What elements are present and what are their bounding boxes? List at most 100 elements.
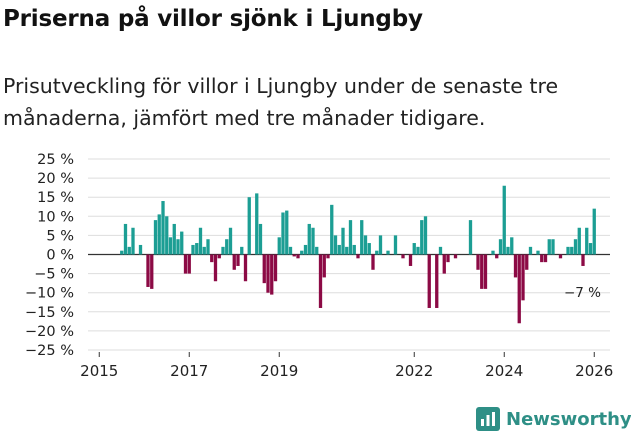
bar — [330, 204, 334, 255]
bar — [363, 235, 368, 255]
y-tick-label: −20 % — [25, 324, 74, 340]
bar — [386, 250, 390, 255]
bar — [345, 246, 349, 255]
bar — [525, 254, 529, 270]
bar — [127, 246, 131, 255]
bar — [123, 223, 128, 255]
bar — [352, 244, 356, 255]
bar — [270, 254, 274, 295]
bar — [176, 239, 180, 255]
bar — [318, 254, 323, 308]
bar — [292, 254, 296, 257]
bar — [476, 254, 480, 270]
bar — [277, 237, 281, 255]
bar — [333, 235, 338, 255]
y-axis-tick-labels: 25 % 20 % 15 % 10 % 5 % 0 % −5 % −10 % −15 % −20 … — [25, 152, 74, 359]
bar — [217, 254, 221, 259]
bar — [375, 250, 379, 255]
bar — [187, 254, 191, 274]
bar — [348, 220, 353, 255]
bar — [285, 210, 289, 255]
brand-name: Newsworthy — [506, 408, 631, 430]
bar — [157, 214, 161, 255]
bar — [195, 243, 199, 255]
bar — [517, 254, 521, 324]
bar — [401, 254, 405, 259]
bar — [483, 254, 488, 289]
bar — [408, 254, 413, 266]
bar — [367, 243, 371, 255]
bar — [153, 220, 158, 255]
bar — [558, 254, 563, 259]
bar — [180, 231, 184, 255]
bar — [435, 254, 439, 308]
newsworthy-brand: Newsworthy — [476, 407, 631, 431]
bar — [551, 239, 555, 255]
bar — [420, 220, 424, 255]
bar — [236, 254, 240, 266]
bar — [495, 254, 499, 259]
bar — [198, 227, 203, 255]
bar — [183, 254, 188, 274]
bar — [300, 250, 304, 255]
y-tick-label: −25 % — [25, 343, 74, 359]
bar — [360, 220, 364, 255]
y-tick-label: 5 % — [46, 228, 74, 244]
chart-title: Priserna på villor sjönk i Ljungby — [3, 6, 423, 32]
bar — [281, 212, 285, 255]
bar — [191, 244, 195, 255]
bar — [573, 239, 578, 255]
bar — [446, 254, 450, 263]
bar — [547, 239, 551, 255]
bar — [131, 227, 135, 255]
bar — [570, 246, 574, 255]
bar — [225, 239, 229, 255]
bar — [146, 254, 150, 287]
y-tick-label: 20 % — [37, 171, 74, 187]
last-value-annotation: −7 % — [564, 285, 601, 301]
bar — [168, 237, 173, 255]
bar — [566, 246, 570, 255]
bar — [161, 201, 165, 255]
bar — [371, 254, 375, 270]
bar — [378, 235, 383, 255]
x-axis: 2015 2017 2019 2022 2024 2026 — [80, 352, 613, 380]
bar — [243, 254, 248, 282]
bar — [521, 254, 525, 301]
bar — [356, 254, 360, 259]
y-tick-label: 25 % — [37, 152, 74, 168]
bar — [150, 254, 154, 289]
x-tick-label: 2022 — [395, 362, 433, 380]
bar — [337, 244, 341, 255]
bar — [258, 223, 263, 255]
bar — [120, 250, 124, 255]
bar — [240, 246, 244, 255]
bar — [206, 239, 210, 255]
bar — [288, 246, 293, 255]
y-tick-label: 15 % — [37, 190, 74, 206]
x-tick-label: 2017 — [170, 362, 208, 380]
chart-subtitle: Prisutveckling för villor i Ljungby unde… — [3, 74, 559, 130]
bar — [592, 208, 596, 255]
bar — [528, 246, 533, 255]
bar — [326, 254, 330, 259]
bar — [491, 250, 495, 255]
bar — [416, 246, 420, 255]
bar — [232, 254, 236, 270]
bar — [588, 243, 593, 255]
bar — [202, 246, 206, 255]
x-tick-label: 2024 — [485, 362, 523, 380]
y-tick-label: 10 % — [37, 209, 74, 225]
bar — [543, 254, 548, 263]
bar — [341, 227, 345, 255]
bar — [303, 244, 308, 255]
bar — [228, 227, 233, 255]
x-tick-label: 2019 — [260, 362, 298, 380]
bar — [581, 254, 585, 266]
bar — [585, 227, 589, 255]
bar — [307, 223, 311, 255]
bar — [172, 223, 176, 255]
bar — [536, 250, 540, 255]
bar — [480, 254, 484, 289]
